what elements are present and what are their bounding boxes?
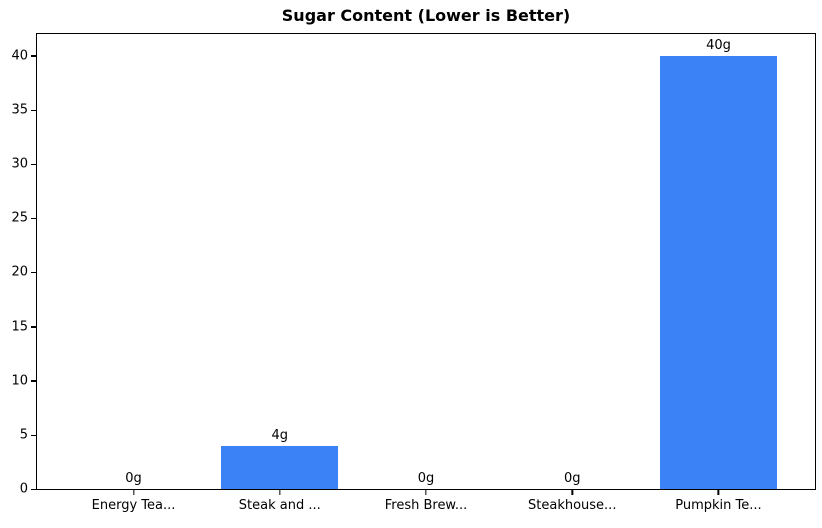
y-tick-label: 15: [11, 319, 28, 334]
y-tick-label: 20: [11, 264, 28, 280]
y-tick-label: 10: [11, 373, 28, 389]
chart-title: Sugar Content (Lower is Better): [281, 6, 571, 25]
y-tick-label: 30: [11, 156, 28, 172]
y-tick-mark: [31, 217, 36, 220]
x-tick-mark: [571, 490, 573, 495]
y-tick-mark: [31, 434, 36, 436]
x-tick-mark: [132, 490, 135, 495]
bar-value-label: 40g: [706, 37, 731, 53]
x-tick-mark: [717, 490, 720, 495]
y-tick-label: 5: [19, 427, 28, 443]
y-tick-mark: [31, 488, 36, 490]
x-tick-label: Pumpkin Te...: [675, 498, 762, 513]
y-tick-mark: [31, 109, 36, 111]
y-tick-label: 25: [11, 210, 28, 226]
y-tick-mark: [31, 55, 36, 57]
y-tick-mark: [31, 380, 36, 382]
bar-value-label: 0g: [125, 471, 142, 486]
bar: [659, 55, 777, 489]
y-tick-label: 40: [11, 48, 28, 64]
bar-value-label: 0g: [563, 471, 581, 486]
y-tick-mark: [31, 326, 36, 328]
bar-value-label: 4g: [271, 427, 289, 443]
y-tick-label: 35: [11, 102, 28, 118]
x-tick-label: Steakhouse...: [528, 498, 617, 513]
y-tick-label: 0: [19, 481, 28, 497]
y-tick-mark: [31, 163, 36, 165]
x-tick-mark: [279, 490, 281, 495]
y-tick-mark: [31, 272, 36, 274]
x-tick-label: Energy Tea...: [91, 498, 176, 513]
x-tick-label: Steak and ...: [238, 498, 321, 513]
plot-area: 0 5 10 15 20 25 30 35 40 0g Energy Tea... 4g Steak a…: [11, 33, 816, 512]
x-tick-mark: [425, 490, 427, 495]
bar: [221, 445, 339, 489]
x-tick-label: Fresh Brew...: [384, 498, 468, 513]
bar-value-label: 0g: [417, 471, 435, 486]
